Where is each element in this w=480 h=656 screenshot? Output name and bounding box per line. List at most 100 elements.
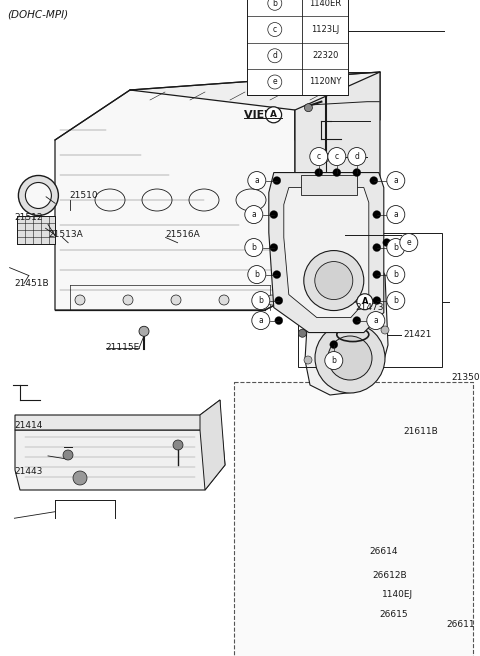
Text: 21421: 21421 [403,330,432,339]
Text: a: a [252,210,256,219]
Circle shape [245,239,263,256]
Circle shape [368,264,376,272]
Text: a: a [258,316,263,325]
Text: 21473: 21473 [355,302,384,312]
Circle shape [63,450,73,460]
Circle shape [139,326,149,337]
Circle shape [275,297,283,304]
Text: b: b [252,243,256,252]
Text: 21611B: 21611B [403,427,438,436]
Polygon shape [269,173,384,333]
Circle shape [373,211,381,218]
Text: a: a [254,176,259,185]
Circle shape [316,271,324,279]
Circle shape [353,169,361,176]
Bar [301,174,357,195]
Circle shape [387,266,405,283]
Text: c: c [317,152,321,161]
Circle shape [123,295,133,305]
Circle shape [315,169,323,176]
Polygon shape [55,90,295,310]
Polygon shape [130,72,380,140]
Text: 1120NY: 1120NY [309,77,341,87]
Text: 1140ER: 1140ER [309,0,341,8]
Circle shape [341,230,348,237]
Bar [17,216,55,245]
Circle shape [315,262,353,300]
Circle shape [18,176,59,215]
Text: b: b [258,296,263,305]
Circle shape [323,154,330,161]
Circle shape [273,270,281,279]
Circle shape [357,294,373,310]
Circle shape [248,266,266,283]
Text: 21510: 21510 [70,191,98,200]
Text: b: b [331,356,336,365]
Circle shape [348,148,366,165]
Circle shape [252,312,270,329]
Circle shape [304,356,312,364]
Polygon shape [200,400,225,490]
Text: 26612B: 26612B [372,571,407,581]
Text: 21451B: 21451B [14,279,49,288]
Circle shape [373,243,381,251]
Text: a: a [373,316,378,325]
Circle shape [173,440,183,450]
Text: 21443: 21443 [14,466,43,476]
Text: 21115E: 21115E [106,343,140,352]
Text: A: A [270,110,277,119]
Text: e: e [273,77,277,87]
Circle shape [387,239,405,256]
Circle shape [268,0,282,10]
Text: A: A [361,297,368,306]
Bar [247,0,348,95]
Text: b: b [394,296,398,305]
Bar [234,382,473,656]
Circle shape [268,49,282,63]
Text: b: b [254,270,259,279]
Text: 21350E: 21350E [451,373,480,382]
Circle shape [330,340,338,348]
Circle shape [73,471,87,485]
Circle shape [268,75,282,89]
Circle shape [219,295,229,305]
Bar [298,233,442,367]
Circle shape [325,352,343,369]
Polygon shape [295,72,380,280]
Circle shape [381,326,389,334]
Circle shape [270,211,278,218]
Text: d: d [272,51,277,60]
Circle shape [373,270,381,279]
Circle shape [400,234,418,251]
Text: VIEW: VIEW [244,110,280,120]
Circle shape [328,336,372,380]
Text: 21512: 21512 [14,213,43,222]
Text: a: a [394,210,398,219]
Text: d: d [354,152,359,161]
Text: 1123LJ: 1123LJ [311,25,339,34]
Text: 1140EJ: 1140EJ [382,590,413,600]
Text: 22320: 22320 [312,51,338,60]
Text: b: b [394,243,398,252]
Polygon shape [305,252,388,395]
Circle shape [267,295,277,305]
Circle shape [270,243,278,251]
Circle shape [316,316,324,324]
Text: b: b [394,270,398,279]
Circle shape [248,172,266,190]
Circle shape [333,169,341,176]
Polygon shape [15,400,220,430]
Circle shape [387,172,405,190]
Circle shape [315,323,385,393]
Circle shape [353,317,361,325]
Circle shape [25,182,51,209]
Circle shape [273,176,281,184]
Circle shape [370,176,378,184]
Circle shape [299,329,306,337]
Circle shape [328,148,346,165]
Circle shape [75,295,85,305]
Circle shape [373,297,381,304]
Circle shape [383,239,391,247]
Text: 26614: 26614 [370,546,398,556]
Text: (DOHC-MPI): (DOHC-MPI) [7,9,68,20]
